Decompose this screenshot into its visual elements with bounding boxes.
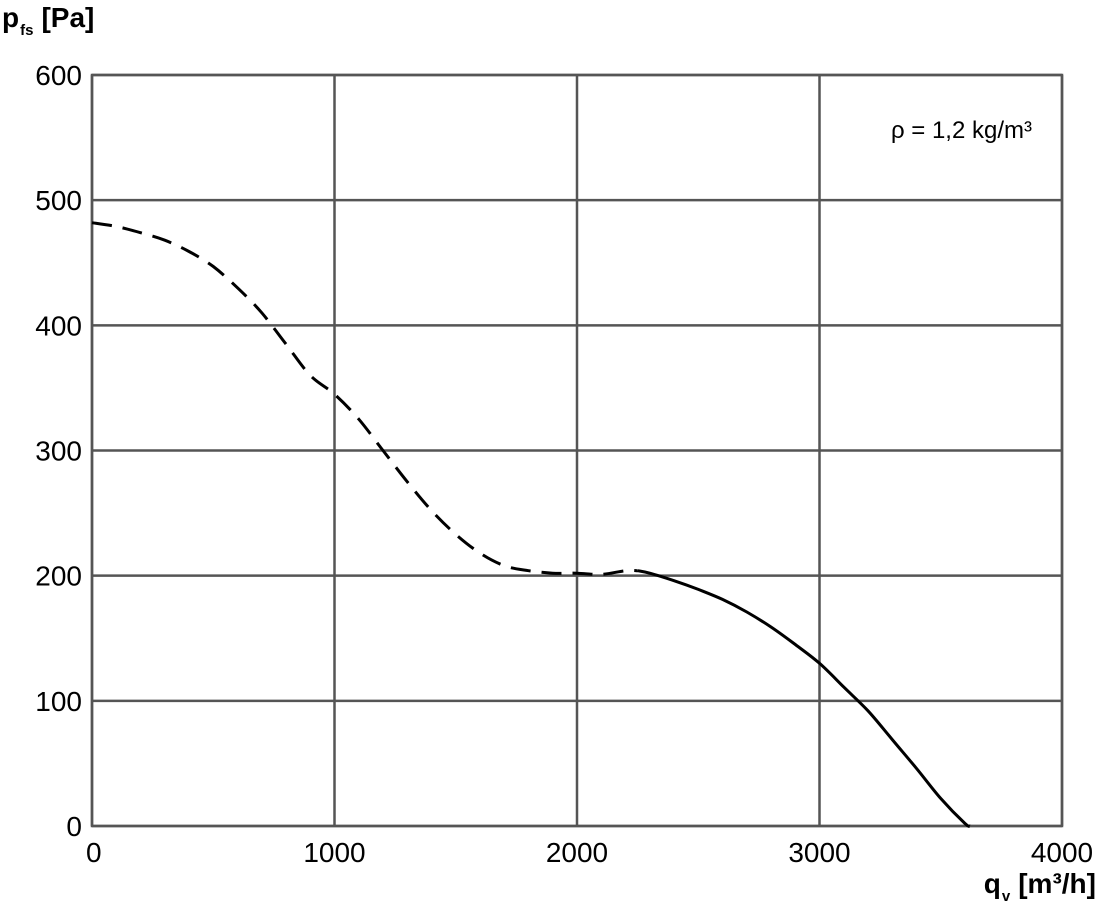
y-tick-label: 200 xyxy=(35,561,82,592)
y-axis-label: pfs [Pa] xyxy=(2,2,95,39)
y-tick-label: 100 xyxy=(35,686,82,717)
y-tick-label: 300 xyxy=(35,436,82,467)
x-tick-label: 2000 xyxy=(546,837,608,868)
x-tick-label: 0 xyxy=(86,837,102,868)
y-tick-labels: 0 100 200 300 400 500 600 xyxy=(35,60,82,842)
y-tick-label: 600 xyxy=(35,60,82,91)
curve-solid-segment xyxy=(637,569,972,828)
y-tick-label: 400 xyxy=(35,310,82,341)
plot-frame xyxy=(90,73,1064,828)
x-tick-labels: 0 1000 2000 3000 4000 xyxy=(86,837,1093,868)
x-tick-label: 4000 xyxy=(1031,837,1093,868)
x-tick-label: 1000 xyxy=(303,837,365,868)
x-axis-label: qv [m³/h] xyxy=(983,868,1096,905)
fan-curves xyxy=(91,221,972,828)
density-annotation: ρ = 1,2 kg/m³ xyxy=(891,117,1032,144)
curve-dashed-segment xyxy=(91,221,638,576)
grid-lines xyxy=(90,73,1064,828)
y-tick-label: 500 xyxy=(35,185,82,216)
x-tick-label: 3000 xyxy=(788,837,850,868)
y-tick-label: 0 xyxy=(66,811,82,842)
